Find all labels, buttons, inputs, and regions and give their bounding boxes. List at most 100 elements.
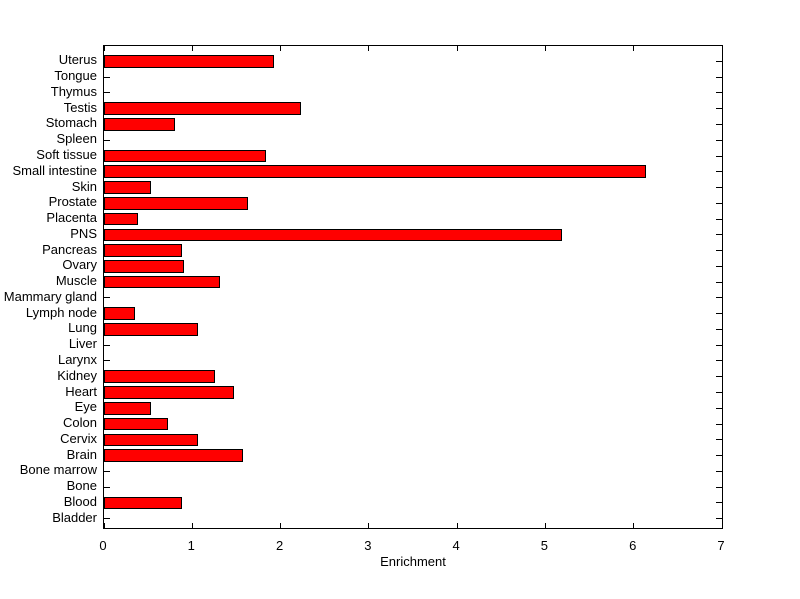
y-tick-label-lung: Lung — [68, 320, 97, 336]
x-tick-label-2: 2 — [275, 538, 284, 553]
y-tick-label-testis: Testis — [63, 99, 97, 115]
x-tick-label-6: 6 — [629, 538, 637, 553]
y-tick-right — [716, 297, 722, 299]
y-tick-right — [716, 439, 722, 441]
x-tick-bottom — [103, 523, 105, 528]
x-tick-bottom — [280, 523, 282, 528]
y-tick-right — [716, 155, 722, 157]
bar-eye — [104, 401, 151, 415]
bar-skin — [104, 181, 151, 194]
bar-colon — [104, 417, 169, 431]
bar-brain — [104, 449, 244, 462]
x-tick-top — [280, 46, 282, 51]
y-tick-left — [104, 486, 110, 488]
y-tick-right — [716, 392, 722, 394]
x-tick-label-3: 3 — [364, 538, 372, 553]
bar-cervix — [104, 433, 198, 447]
y-tick-right — [716, 76, 722, 78]
y-tick-label-thymus: Thymus — [50, 83, 97, 99]
y-tick-label-uterus: Uterus — [58, 52, 97, 68]
bar-placenta — [104, 212, 138, 226]
bar-lung — [104, 323, 198, 336]
y-tick-label-larynx: Larynx — [57, 351, 97, 367]
y-tick-right — [716, 281, 722, 283]
x-tick-bottom — [633, 523, 635, 528]
y-tick-label-bone: Bone — [66, 478, 97, 494]
y-tick-label-cervix: Cervix — [60, 430, 97, 446]
bar-lymph-node — [104, 307, 135, 320]
y-tick-left — [104, 360, 110, 362]
y-tick-label-colon: Colon — [63, 415, 97, 431]
y-tick-right — [716, 60, 722, 62]
y-tick-right — [716, 486, 722, 488]
y-tick-label-skin: Skin — [71, 178, 97, 194]
x-tick-top — [368, 46, 370, 51]
y-tick-label-brain: Brain — [66, 446, 97, 462]
bar-pns — [104, 228, 563, 242]
y-tick-right — [716, 250, 722, 252]
y-tick-label-stomach: Stomach — [45, 115, 97, 131]
y-tick-left — [104, 297, 110, 299]
x-tick-top — [103, 46, 105, 51]
y-tick-right — [716, 344, 722, 346]
x-tick-label-4: 4 — [452, 538, 460, 553]
x-tick-bottom — [191, 523, 193, 528]
y-tick-right — [716, 313, 722, 315]
x-tick-bottom — [721, 523, 723, 528]
y-tick-right — [716, 423, 722, 425]
x-tick-label-1: 1 — [187, 538, 195, 553]
y-tick-right — [716, 455, 722, 457]
y-tick-label-liver: Liver — [68, 336, 97, 352]
x-tick-top — [191, 46, 193, 51]
x-tick-top — [544, 46, 546, 51]
bar-prostate — [104, 197, 248, 210]
y-tick-label-soft-tissue: Soft tissue — [36, 147, 97, 162]
x-tick-bottom — [368, 523, 370, 528]
x-tick-bottom — [544, 523, 546, 528]
y-tick-right — [716, 92, 722, 94]
x-tick-top — [456, 46, 458, 51]
x-tick-bottom — [456, 523, 458, 528]
y-tick-left — [104, 92, 110, 94]
x-tick-label-5: 5 — [540, 538, 549, 553]
bar-soft-tissue — [104, 149, 266, 163]
y-tick-right — [716, 502, 722, 504]
bar-heart — [104, 386, 234, 399]
y-tick-label-small-intestine: Small intestine — [12, 162, 97, 178]
bar-ovary — [104, 260, 185, 273]
bar-small-intestine — [104, 165, 647, 179]
x-tick-label-0: 0 — [99, 538, 107, 553]
y-tick-right — [716, 376, 722, 378]
bar-blood — [104, 496, 182, 510]
bar-stomach — [104, 118, 175, 131]
y-tick-right — [716, 108, 722, 110]
y-tick-right — [716, 234, 722, 236]
y-tick-right — [716, 171, 722, 173]
bar-muscle — [104, 275, 220, 289]
y-tick-left — [104, 139, 110, 141]
y-tick-label-blood: Blood — [63, 493, 97, 509]
y-tick-left — [104, 470, 110, 472]
y-tick-right — [716, 202, 722, 204]
y-tick-right — [716, 407, 722, 409]
y-tick-right — [716, 470, 722, 472]
y-tick-label-lymph-node: Lymph node — [25, 304, 97, 320]
bar-testis — [104, 102, 301, 115]
y-tick-right — [716, 328, 722, 330]
y-tick-right — [716, 218, 722, 220]
bar-pancreas — [104, 244, 182, 257]
y-tick-label-pancreas: Pancreas — [42, 241, 97, 257]
y-tick-label-ovary: Ovary — [62, 257, 97, 273]
y-tick-right — [716, 265, 722, 267]
y-tick-right — [716, 518, 722, 520]
y-tick-label-placenta: Placenta — [46, 210, 97, 226]
y-tick-label-spleen: Spleen — [56, 131, 97, 147]
bar-uterus — [104, 55, 274, 68]
bar-kidney — [104, 370, 216, 384]
y-tick-label-pns: PNS — [70, 225, 97, 241]
x-tick-top — [721, 46, 723, 51]
y-tick-left — [104, 518, 110, 520]
y-tick-right — [716, 360, 722, 362]
y-tick-label-muscle: Muscle — [55, 273, 97, 289]
